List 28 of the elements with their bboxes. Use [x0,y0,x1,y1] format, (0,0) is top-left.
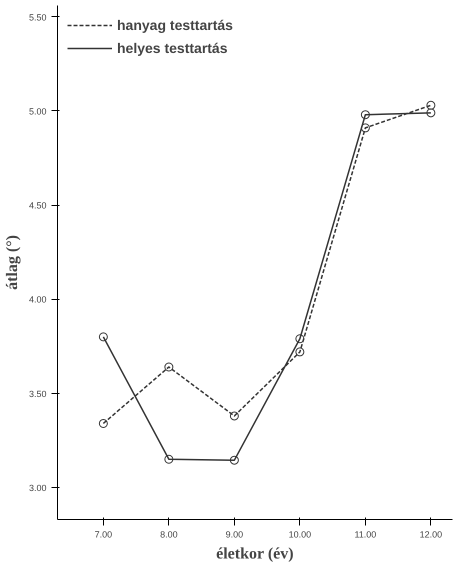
point [295,334,304,344]
point [98,418,108,428]
point [360,110,370,120]
y-tick-label: 4.00 [28,294,47,305]
point [426,108,436,118]
y-tick-label: 3.50 [28,388,47,399]
point [230,411,239,420]
point [295,347,304,356]
point [426,100,436,110]
y-tick-label: 3.00 [28,482,47,493]
y-axis-title: átlag (°) [4,235,21,290]
legend-label: hanyag testtartás [117,17,233,33]
y-tick-label: 5.50 [28,12,47,22]
x-tick-label: 11.00 [354,530,376,540]
point [230,456,239,465]
point [164,362,174,372]
x-tick-label: 7.00 [94,530,112,540]
x-tick-label: 10.00 [288,530,312,540]
y-tick-label: 5.00 [28,106,47,116]
point [360,123,370,132]
x-tick-label: 12.00 [420,530,442,540]
legend-label: helyes testtartás [117,40,228,56]
y-tick-label: 4.50 [28,200,47,211]
point [98,332,108,342]
point [164,454,174,464]
x-axis-title: életkor (év) [216,546,294,562]
x-tick-label: 9.00 [226,530,244,540]
x-tick-label: 8.00 [160,530,178,540]
